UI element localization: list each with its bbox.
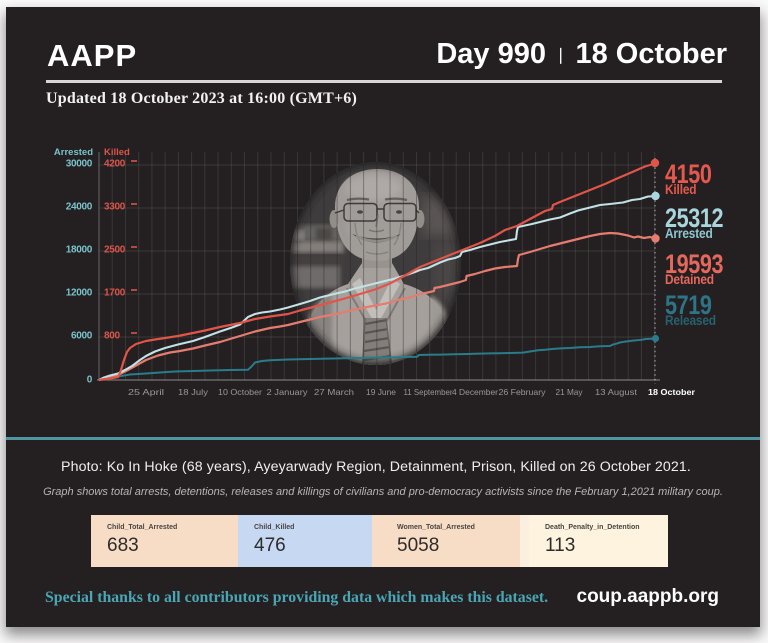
svg-text:12000: 12000 (66, 288, 93, 299)
svg-text:1700: 1700 (104, 288, 126, 299)
svg-text:11 September: 11 September (404, 387, 453, 397)
svg-text:Arrested: Arrested (54, 147, 93, 158)
svg-text:18 October: 18 October (648, 387, 696, 397)
svg-text:4200: 4200 (104, 159, 126, 170)
svg-text:6000: 6000 (71, 331, 93, 342)
svg-text:19 June: 19 June (366, 387, 396, 397)
svg-text:21 May: 21 May (556, 387, 584, 397)
svg-text:3300: 3300 (104, 202, 126, 213)
svg-text:4 December: 4 December (452, 387, 498, 397)
svg-text:0: 0 (87, 375, 93, 386)
svg-text:26 February: 26 February (499, 387, 547, 397)
svg-text:18000: 18000 (66, 245, 93, 256)
svg-text:800: 800 (104, 331, 121, 342)
svg-text:13 August: 13 August (595, 387, 638, 397)
svg-text:27 March: 27 March (314, 387, 354, 397)
svg-text:10 October: 10 October (218, 387, 262, 397)
svg-text:30000: 30000 (66, 159, 93, 170)
svg-text:Killed: Killed (104, 147, 130, 158)
svg-text:2500: 2500 (104, 245, 126, 256)
svg-text:2 January: 2 January (267, 387, 309, 397)
svg-text:24000: 24000 (66, 202, 93, 213)
svg-text:18 July: 18 July (178, 387, 209, 397)
svg-text:25 April: 25 April (128, 387, 164, 397)
